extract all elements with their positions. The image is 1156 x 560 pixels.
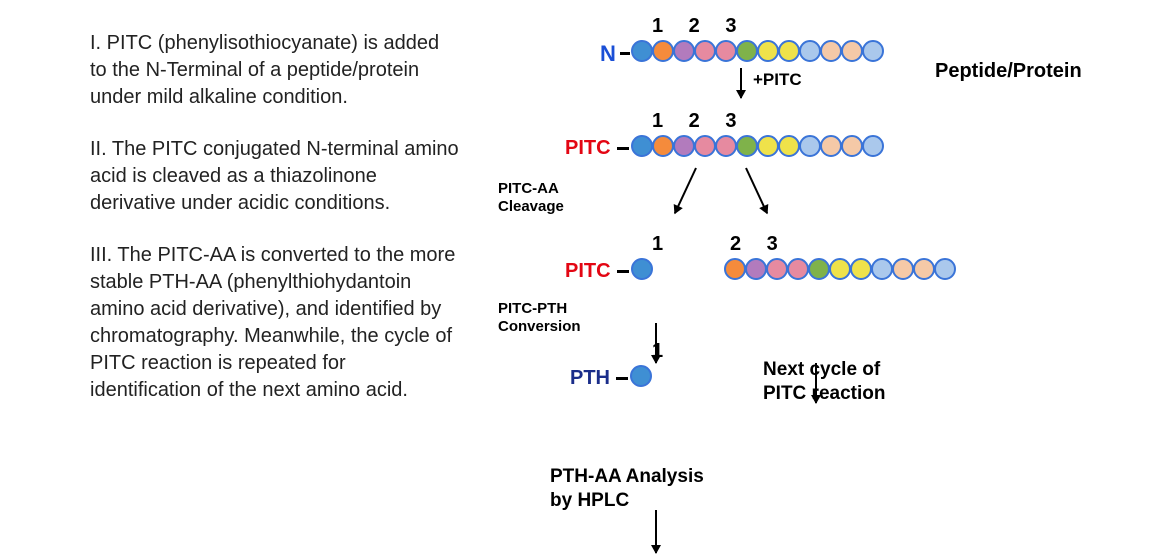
chain-row-1: N [600, 40, 884, 67]
residue-circle [778, 40, 800, 62]
residue-circle [631, 135, 653, 157]
residue-circle [715, 135, 737, 157]
residue-circle [934, 258, 956, 280]
residue-circle [862, 40, 884, 62]
residue-circle [799, 135, 821, 157]
residue-circle [892, 258, 914, 280]
paragraph-1: I. PITC (phenylisothiocyanate) is added … [90, 30, 460, 111]
residue-circle [724, 258, 746, 280]
number-1-pth: 1 [652, 340, 663, 363]
pth-aa-fragment: PTH [570, 365, 652, 392]
pitc-aa-fragment: PITC [565, 258, 653, 285]
residue-circle [829, 258, 851, 280]
pitc-label-2: PITC [565, 260, 611, 283]
residue-circle [631, 258, 653, 280]
residue-circle [715, 40, 737, 62]
arrow-add-pitc [740, 68, 742, 98]
number-1-left: 1 [652, 233, 663, 256]
residue-circle [757, 135, 779, 157]
residue-circle [673, 135, 695, 157]
residue-circle [766, 258, 788, 280]
residue-circle [778, 135, 800, 157]
chain-remaining [725, 258, 956, 285]
numbers-123-top: 1 2 3 [652, 15, 746, 38]
residue-circle [850, 258, 872, 280]
residue-circle [862, 135, 884, 157]
hplc-label: PTH-AA Analysis by HPLC [550, 465, 704, 513]
next-cycle-label: Next cycle of PITC reaction [763, 358, 885, 406]
pth-label: PTH [570, 367, 610, 390]
conversion-label: PITC-PTH Conversion [498, 300, 581, 336]
paragraph-3: III. The PITC-AA is converted to the mor… [90, 242, 460, 404]
residue-circle [757, 40, 779, 62]
plus-pitc-label: +PITC [753, 70, 802, 90]
residue-circle [913, 258, 935, 280]
arrow-to-hplc [655, 510, 657, 553]
residue-circle [736, 40, 758, 62]
residue-circle [694, 40, 716, 62]
residue-circle [871, 258, 893, 280]
residue-circle [631, 40, 653, 62]
cleavage-label: PITC-AA Cleavage [498, 180, 564, 216]
numbers-123-mid: 1 2 3 [652, 110, 746, 133]
residue-circle [820, 135, 842, 157]
residue-circle [694, 135, 716, 157]
residue-circle [799, 40, 821, 62]
paragraph-2: II. The PITC conjugated N-terminal amino… [90, 136, 460, 217]
residue-circle [808, 258, 830, 280]
arrow-split-right [745, 168, 768, 214]
description-panel: I. PITC (phenylisothiocyanate) is added … [0, 0, 480, 560]
residue-circle [745, 258, 767, 280]
chain-row-2: PITC [565, 135, 884, 162]
residue-circle [652, 135, 674, 157]
residue-circle [841, 40, 863, 62]
diagram-panel: 1 2 3 N Peptide/Protein +PITC 1 2 3 PITC… [480, 0, 1140, 560]
pitc-label-1: PITC [565, 137, 611, 160]
numbers-23: 2 3 [730, 233, 788, 256]
residue-circle [652, 40, 674, 62]
residue-circle [673, 40, 695, 62]
residue-circle [820, 40, 842, 62]
residue-circle [736, 135, 758, 157]
arrow-split-left [674, 168, 697, 214]
n-label: N [600, 41, 616, 67]
residue-circle [787, 258, 809, 280]
residue-circle [841, 135, 863, 157]
residue-circle [630, 365, 652, 387]
peptide-protein-label: Peptide/Protein [935, 60, 1082, 83]
